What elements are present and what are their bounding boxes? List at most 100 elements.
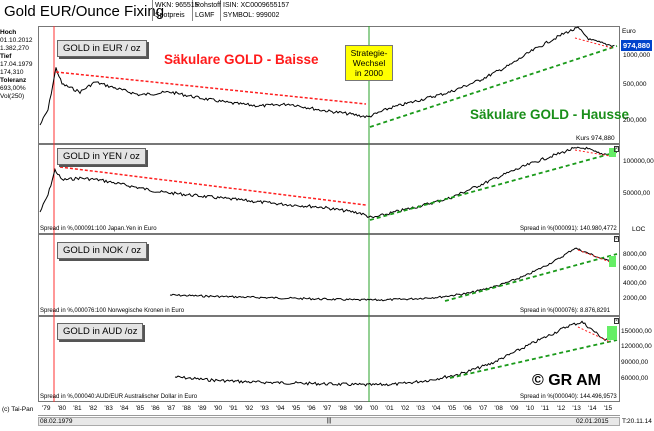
toleranz-label: Toleranz [0, 77, 27, 84]
toleranz-value: 693,00% [0, 85, 26, 92]
x-axis-year-label: '95 [291, 405, 301, 412]
tief-label: Tief [0, 53, 12, 60]
isin-label: ISIN: XC0009655157 [223, 2, 290, 9]
x-axis-year-label: '88 [182, 405, 191, 412]
nok-short-trendline [577, 249, 611, 263]
x-axis-year-label: '11 [541, 405, 550, 412]
x-axis-year-label: '84 [120, 405, 129, 412]
x-axis-year-label: '85 [135, 405, 145, 412]
hausse-annotation: Säkulare GOLD - Hausse [470, 107, 630, 122]
panel-eur-label: GOLD in EUR / oz [57, 40, 147, 57]
vendor-label: (c) Tai-Pan [2, 406, 34, 413]
panel-yen[interactable] [38, 144, 620, 234]
yen-tick: 100000,00 [623, 158, 654, 165]
strategy-line-1: Strategie- [350, 48, 388, 58]
symbol-label: SYMBOL: 999002 [223, 12, 280, 19]
timeline-scrollbar[interactable]: ||| [38, 417, 620, 426]
type-label: Rohstoff [195, 2, 221, 9]
aud-hausse-trendline [449, 339, 618, 379]
strategy-line-3: in 2000 [355, 68, 383, 78]
aud-panel-close-icon[interactable]: × [614, 318, 619, 324]
nok-tick: 2000,00 [623, 295, 647, 302]
x-axis: '79 '80 '81 '82 '83 '84 '85 '86 '87 '88 '89 '90 '91 '… [38, 402, 620, 416]
x-axis-year-label: '10 [525, 405, 535, 412]
x-axis-year-label: '03 [416, 405, 425, 412]
strategy-change-box: Strategie- Wechsel in 2000 [345, 45, 393, 81]
nok-price-line [169, 247, 615, 302]
header-divider [220, 0, 221, 21]
panel-eur[interactable] [38, 26, 620, 144]
eur-tick: 200,000 [623, 117, 647, 124]
start-date: 08.02.1979 [40, 418, 73, 425]
x-axis-year-label: '89 [198, 405, 207, 412]
x-axis-year-label: '13 [572, 405, 581, 412]
panel-nok[interactable] [38, 234, 620, 316]
time-label: T:20.11.14 [622, 418, 652, 425]
vol-label: Vol(250) [0, 93, 25, 100]
x-axis-year-label: '91 [229, 405, 238, 412]
aud-price-line [174, 320, 615, 387]
x-axis-year-label: '87 [166, 405, 176, 412]
x-axis-year-label: '90 [213, 405, 223, 412]
yen-signal-marker [609, 148, 616, 157]
aud-spread-right: Spread in %(000040): 144.496,9573 [520, 394, 617, 400]
yen-tick: 50000,00 [623, 190, 651, 197]
eur-tick: 1000,000 [623, 52, 651, 59]
x-axis-year-label: '81 [73, 405, 82, 412]
x-axis-year-label: '05 [447, 405, 457, 412]
nok-panel-close-icon[interactable]: × [614, 236, 619, 242]
panel-aud[interactable] [38, 316, 620, 402]
x-axis-year-label: '99 [354, 405, 363, 412]
header-divider [152, 0, 153, 21]
stats-column: Hoch 01.10.2012 1.382,270 Tief 17.04.197… [0, 29, 38, 101]
x-axis-year-label: '80 [57, 405, 67, 412]
nok-spread-right: Spread in %(000076): 8.876,8291 [520, 308, 611, 314]
tief-date: 17.04.1979 [0, 61, 33, 68]
x-axis-year-label: '96 [307, 405, 316, 412]
x-axis-year-label: '93 [260, 405, 269, 412]
copyright-text: © GR AM [532, 372, 601, 389]
x-axis-year-label: '06 [463, 405, 472, 412]
x-axis-year-label: '09 [510, 405, 519, 412]
nok-spread-left: Spread in %,000076:100 Norwegische Krone… [40, 308, 185, 314]
aud-signal-marker [607, 326, 617, 340]
aud-tick: 90000,00 [621, 359, 649, 366]
hoch-value: 1.382,270 [0, 45, 29, 52]
panel-aud-label: GOLD in AUD /oz [57, 323, 144, 340]
aud-spread-left: Spread in %,000040:AUD/EUR Australischer… [40, 394, 198, 400]
baisse-annotation: Säkulare GOLD - Baisse [164, 52, 319, 67]
aud-short-trendline [577, 326, 611, 343]
nok-hausse-trendline [444, 253, 618, 302]
yen-panel-close-icon[interactable]: × [614, 146, 619, 152]
eur-price-line [39, 26, 615, 126]
hoch-label: Hoch [0, 29, 17, 36]
x-axis-year-label: '97 [322, 405, 332, 412]
strategy-line-2: Wechsel [352, 58, 386, 68]
tief-value: 174,310 [0, 69, 24, 76]
source-label: LGMF [195, 12, 215, 19]
aud-tick: 150000,00 [621, 328, 652, 335]
log-label: LOC [632, 226, 646, 233]
panel-yen-label: GOLD in YEN / oz [57, 148, 146, 165]
x-axis-year-label: '08 [494, 405, 503, 412]
hoch-date: 01.10.2012 [0, 37, 33, 44]
current-price-badge: 974,880 [621, 40, 653, 51]
scrollbar-thumb-icon[interactable]: ||| [326, 418, 332, 424]
x-axis-year-label: '15 [603, 405, 613, 412]
yen-spread-right: Spread in %(000091): 140.980,4772 [520, 226, 617, 232]
nok-signal-marker [609, 256, 616, 267]
x-axis-year-label: '07 [478, 405, 488, 412]
currency-label: Euro [622, 28, 636, 35]
x-axis-year-label: '94 [276, 405, 285, 412]
x-axis-year-label: '12 [556, 405, 566, 412]
x-axis-year-label: '04 [432, 405, 441, 412]
x-axis-year-label: '01 [385, 405, 394, 412]
header-divider [192, 0, 193, 21]
end-date: 02.01.2015 [576, 418, 609, 425]
yen-baisse-trendline [59, 166, 367, 206]
x-axis-year-label: '98 [338, 405, 347, 412]
kurs-label: Kurs 974,880 [576, 135, 615, 142]
chart-title: Gold EUR/Ounce Fixing [4, 3, 165, 20]
wkn-label: WKN: 965515 [155, 2, 199, 9]
